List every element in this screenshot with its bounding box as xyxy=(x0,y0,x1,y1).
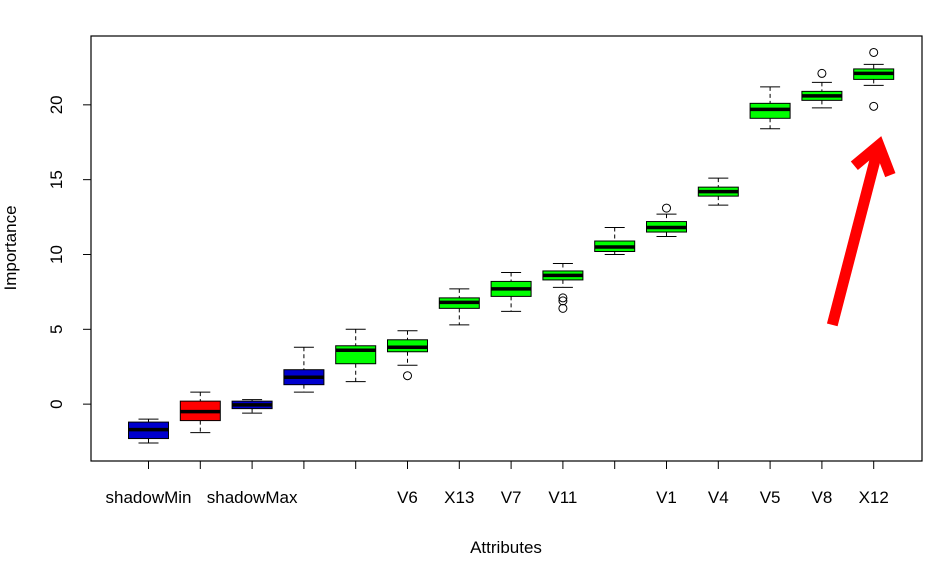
x-axis-title: Attributes xyxy=(470,538,542,557)
box-item xyxy=(283,346,325,393)
box-item xyxy=(853,47,895,111)
box-item xyxy=(231,399,273,414)
box-item xyxy=(542,262,584,313)
x-tick-label: V7 xyxy=(501,488,522,507)
arrow-shaft xyxy=(826,143,885,327)
box-item xyxy=(387,330,428,381)
x-tick-label: V5 xyxy=(760,488,781,507)
box-item xyxy=(179,391,221,434)
x-tick-label: X13 xyxy=(444,488,474,507)
box-item xyxy=(801,68,843,109)
y-tick-label: 10 xyxy=(47,245,66,264)
box-outlier xyxy=(403,371,412,381)
box-outlier xyxy=(662,203,671,213)
box-item xyxy=(128,418,169,444)
box-group xyxy=(128,47,895,444)
x-tick-label: V8 xyxy=(812,488,833,507)
y-tick-label: 5 xyxy=(47,325,66,334)
plot-area-frame xyxy=(90,35,923,462)
x-tick-label: shadowMax xyxy=(207,488,298,507)
box-item xyxy=(594,227,636,255)
y-tick-label: 0 xyxy=(47,399,66,408)
arrow-head xyxy=(850,136,896,178)
y-axis: 0 5 10 15 20 xyxy=(47,95,91,409)
x-tick-label: X12 xyxy=(859,488,889,507)
x-axis: shadowMin shadowMax V6 X13 V7 V11 V1 V4 V5 V8 X12 xyxy=(106,461,889,507)
box-item xyxy=(335,328,377,383)
y-axis-title: Importance xyxy=(1,205,20,290)
x-tick-label: V6 xyxy=(397,488,418,507)
x-tick-label: V4 xyxy=(708,488,729,507)
box-item xyxy=(438,288,480,326)
annotation-layer xyxy=(826,136,896,327)
box-item xyxy=(646,203,687,238)
y-tick-label: 20 xyxy=(47,95,66,114)
box-item xyxy=(490,271,532,312)
x-tick-label: shadowMin xyxy=(106,488,192,507)
box-outlier xyxy=(869,47,879,57)
box-outlier xyxy=(558,293,568,303)
box-outlier xyxy=(869,101,879,111)
box-outlier xyxy=(558,303,568,313)
box-iqr xyxy=(335,345,377,365)
box-outlier xyxy=(558,296,568,306)
x-tick-label: V11 xyxy=(548,488,577,507)
y-tick-label: 15 xyxy=(47,170,66,189)
box-outlier xyxy=(817,68,827,78)
arrow-annotation xyxy=(826,136,896,327)
box-item xyxy=(749,86,791,130)
x-tick-label: V1 xyxy=(656,488,677,507)
box-item xyxy=(697,177,739,206)
